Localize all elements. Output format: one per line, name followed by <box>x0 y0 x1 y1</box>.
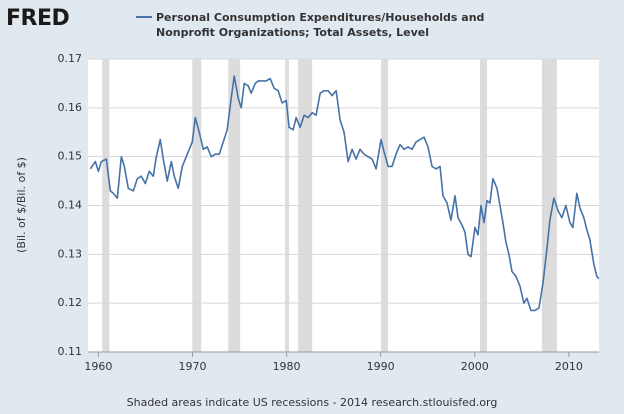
x-tick-label: 2010 <box>555 360 583 373</box>
x-tick-label: 1970 <box>178 360 206 373</box>
footer: Shaded areas indicate US recessions - 20… <box>126 396 498 409</box>
y-tick-label: 0.11 <box>58 345 83 358</box>
y-tick-label: 0.12 <box>58 296 83 309</box>
legend-label: Personal Consumption Expenditures/Househ… <box>156 11 485 39</box>
y-tick-label: 0.14 <box>58 199 83 212</box>
legend-swatch <box>136 16 152 18</box>
x-tick-label: 1960 <box>84 360 112 373</box>
y-tick-label: 0.13 <box>58 247 83 260</box>
y-tick-label: 0.15 <box>58 150 83 163</box>
logo: FRED <box>6 6 70 31</box>
x-tick-label: 2000 <box>461 360 489 373</box>
y-tick-label: 0.16 <box>58 101 83 114</box>
x-tick-label: 1990 <box>367 360 395 373</box>
y-axis-label: (Bil. of $/Bil. of $) <box>15 157 28 253</box>
series-line <box>89 75 600 312</box>
y-tick-label: 0.17 <box>58 52 83 65</box>
x-tick-label: 1980 <box>273 360 301 373</box>
